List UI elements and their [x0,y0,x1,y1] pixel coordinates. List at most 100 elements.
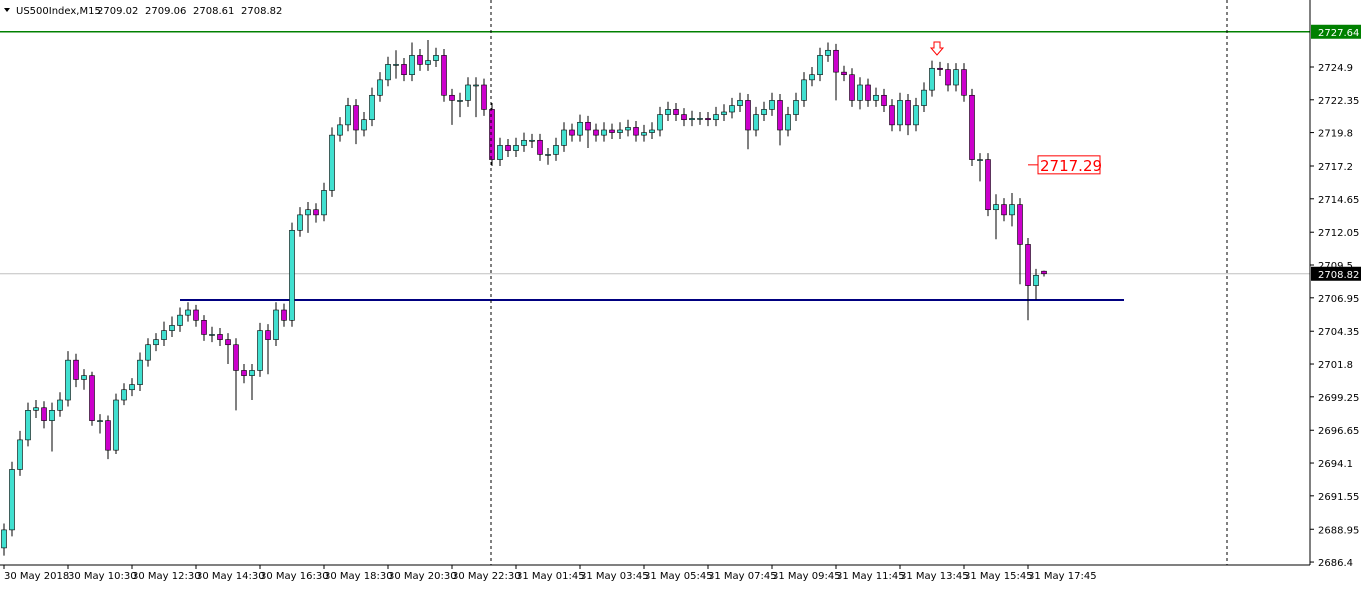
candle-body [881,94,887,106]
candle-body [33,407,39,411]
plot [0,31,1310,556]
candle-body [1001,204,1007,216]
x-tick-label: 30 May 16:30 [260,571,329,582]
resistance-label-box [1311,24,1361,39]
current-price-box [1311,266,1361,281]
candle-body [521,139,527,146]
candle-body [401,64,407,76]
x-tick-label: 30 May 14:30 [196,571,265,582]
candle-body [353,105,359,131]
candle-body [481,84,487,110]
candle-body [329,134,335,191]
x-tick-label: 30 May 18:30 [324,571,393,582]
chart-title: US500Index,M15 [16,6,101,17]
candle-body [1033,274,1039,286]
candle-body [721,111,727,115]
candle-body [273,309,279,340]
candle-body [201,320,207,335]
x-tick-label: 31 May 09:45 [772,571,841,582]
y-tick-label: 2712.05 [1318,228,1359,239]
candle-body [193,309,199,321]
candle-body [769,100,775,110]
y-tick-label: 2717.2 [1318,162,1353,173]
candle-body [657,114,663,131]
candle-body [265,330,271,340]
candle-body [129,384,135,391]
candle-body [793,100,799,115]
candle-body [169,325,175,331]
candle-body [785,114,791,131]
candle-body [121,389,127,401]
candle-body [929,67,935,91]
candle-body [953,69,959,86]
candle-body [377,79,383,96]
candle-body [489,109,495,160]
candle-body [585,121,591,131]
x-tick-label: 31 May 11:45 [836,571,905,582]
candle-body [89,375,95,421]
candle-body [153,339,159,346]
candle-body [609,129,615,133]
candle-body [497,145,503,160]
x-tick-label: 30 May 20:30 [388,571,457,582]
candle-body [73,359,79,380]
candle-body [457,100,463,102]
x-tick-label: 30 May 2018 [4,571,69,582]
candle-body [393,64,399,66]
candle-body [145,344,151,361]
candle-body [689,118,695,121]
x-tick-label: 31 May 17:45 [1028,571,1097,582]
candle-body [529,139,535,142]
candle-body [825,49,831,56]
candle-body [977,159,983,161]
candle-body [889,105,895,126]
x-tick-label: 30 May 10:30 [68,571,137,582]
candle-body [41,407,47,421]
candle-body [697,118,703,120]
candle-body [257,330,263,371]
candle-body [217,334,223,340]
candle-body [777,100,783,131]
x-tick-label: 31 May 05:45 [644,571,713,582]
x-tick-label: 30 May 22:30 [452,571,521,582]
candle-body [65,359,71,401]
candle-body [321,190,327,216]
candle-body [897,100,903,126]
candle-body [1041,270,1047,275]
candle-body [705,118,711,121]
candle-body [1025,244,1031,286]
candle-body [233,344,239,371]
candle-body [625,127,631,131]
candle-body [57,399,63,411]
candle-body [313,209,319,216]
candle-body [441,55,447,96]
candle-body [281,309,287,321]
candle-body [809,74,815,81]
candle-body [473,84,479,87]
candle-body [225,339,231,346]
candle-body [113,399,119,451]
candle-body [561,129,567,146]
y-tick-label: 2696.65 [1318,426,1359,437]
y-tick-label: 2701.8 [1318,360,1353,371]
y-tick-label: 2704.35 [1318,327,1359,338]
y-tick-label: 2691.55 [1318,492,1359,503]
y-tick-label: 2709.5 [1318,261,1353,272]
x-tick-label: 31 May 07:45 [708,571,777,582]
candle-body [1009,204,1015,216]
candle-body [761,109,767,115]
candle-body [9,469,15,531]
y-tick-label: 2722.35 [1318,96,1359,107]
candle-body [729,105,735,113]
candle-body [513,145,519,151]
candle-body [425,60,431,65]
candle-body [945,69,951,86]
x-tick-label: 30 May 12:30 [132,571,201,582]
candle-body [177,314,183,326]
candle-body [49,410,55,421]
candle-body [297,214,303,231]
annotation-box [1037,155,1101,175]
current-price-label: 2708.82 [1318,270,1359,281]
candle-body [745,100,751,131]
